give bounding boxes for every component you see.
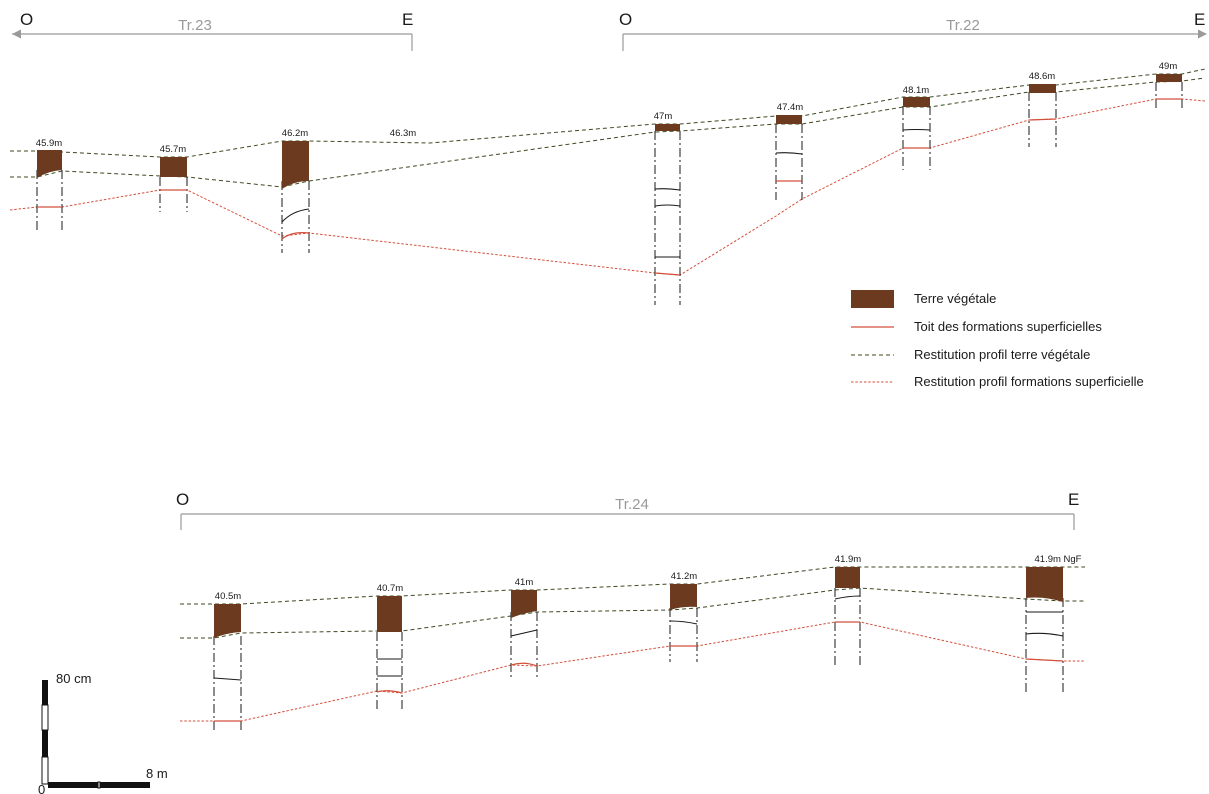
altitude-label: 46.2m [282,128,308,139]
topsoil-block [37,150,62,178]
tr24-east-label: E [1068,490,1079,509]
borehole: 40.7m [377,583,403,710]
horizon-arc [655,205,680,206]
borehole: 48.6m [1029,71,1056,147]
altitude-label: 41.9m NgF [1035,554,1082,565]
scale-horizontal-segment [100,782,150,788]
altitude-label: 40.7m [377,583,403,594]
toit-mark [1026,659,1063,661]
transect-tr24-header: O Tr.24 E [176,490,1079,530]
scale-horizontal-label: 8 m [146,766,168,781]
scale-vertical-segment [42,705,48,730]
topsoil-block [160,157,187,177]
horizon-arc [835,596,860,599]
lower-profile-lines [180,567,1085,721]
topsoil-block [835,567,860,588]
borehole: 49m [1156,61,1182,108]
tr22-east-label: E [1194,10,1205,29]
topsoil-block [776,115,802,124]
tr23-east-label: E [402,10,413,29]
horizon-arc [655,189,680,190]
borehole: 48.1m [903,85,930,170]
horizon-arc [1026,633,1063,636]
tr-upper-formations-line [10,99,1205,275]
borehole: 47.4m [776,102,803,200]
horizon-arc [903,130,930,131]
legend: Terre végétale Toit des formations super… [851,290,1144,389]
borehole: 45.7m [160,144,187,212]
borehole: 40.5m [214,591,241,730]
scale-horizontal-segment [48,782,98,788]
borehole: 41.9m [835,554,861,665]
altitude-label: 47m [654,111,673,122]
horizon-arc [511,630,537,636]
transect-tr23-header: O Tr.23 E [12,10,413,51]
toit-mark [655,273,680,275]
upper-boreholes: 45.9m 45.7m 46.2m 46.3m 47m [36,61,1182,305]
borehole: 45.9m [36,138,62,232]
horizon-arc [670,621,697,624]
tr24-west-label: O [176,490,189,509]
topsoil-block [377,596,402,632]
tr-lower-ground-surface-line [180,567,1085,604]
upper-profile-lines [10,69,1205,275]
scale-horizontal-segment [98,782,100,788]
legend-label-toit: Toit des formations superficielles [914,319,1102,334]
tr23-arrow-left-icon [12,30,21,39]
scale-vertical-segment [42,680,48,705]
legend-label-terre-vegetale: Terre végétale [914,291,996,306]
scale-origin-label: 0 [38,782,45,794]
scale-vertical-segment [42,730,48,757]
borehole: 41.2m [670,571,697,662]
tr-upper-topsoil-base-line [10,78,1205,187]
scale-vertical-segment [42,757,48,784]
borehole: 41m [511,577,537,680]
tr-lower-formations-line [180,622,1085,721]
topsoil-block [214,604,241,638]
tr22-west-label: O [619,10,632,29]
scale-bar: 80 cm 8 m 0 [38,671,168,794]
horizon-arc [214,678,241,680]
transect-tr22-header: O Tr.22 E [619,10,1207,51]
borehole: 47m [654,111,680,305]
horizon-arc [776,153,802,154]
altitude-label: 48.6m [1029,71,1055,82]
altitude-label: 41m [515,577,534,588]
altitude-label: 41.2m [671,571,697,582]
altitude-label: 41.9m [835,554,861,565]
legend-swatch-terre-vegetale [851,290,894,308]
scale-vertical-label: 80 cm [56,671,91,686]
altitude-label: 46.3m [390,128,416,139]
topsoil-block [1156,74,1182,82]
tr22-title: Tr.22 [946,17,980,34]
altitude-label: 48.1m [903,85,929,96]
legend-label-profil-fs: Restitution profil formations superficie… [914,374,1144,389]
topsoil-block [1026,567,1063,602]
altitude-label: 49m [1159,61,1178,72]
tr22-arrow-right-icon [1198,30,1207,39]
toit-mark [1029,119,1056,120]
altitude-label: 40.5m [215,591,241,602]
topsoil-block [1029,84,1056,93]
tr-lower-topsoil-base-line [180,588,1085,638]
topsoil-block [903,97,930,107]
altitude-label: 45.7m [160,144,186,155]
altitude-label: 45.9m [36,138,62,149]
tr24-title: Tr.24 [615,496,649,513]
legend-label-profil-tv: Restitution profil terre végétale [914,347,1090,362]
topsoil-block [670,584,697,610]
tr-upper-ground-surface-line [10,69,1205,157]
altitude-label: 47.4m [777,102,803,113]
borehole: 41.9m NgF [1026,554,1082,695]
horizon-arc [282,209,309,222]
topsoil-block [655,124,680,131]
tr23-title: Tr.23 [178,17,212,34]
tr23-west-label: O [20,10,33,29]
